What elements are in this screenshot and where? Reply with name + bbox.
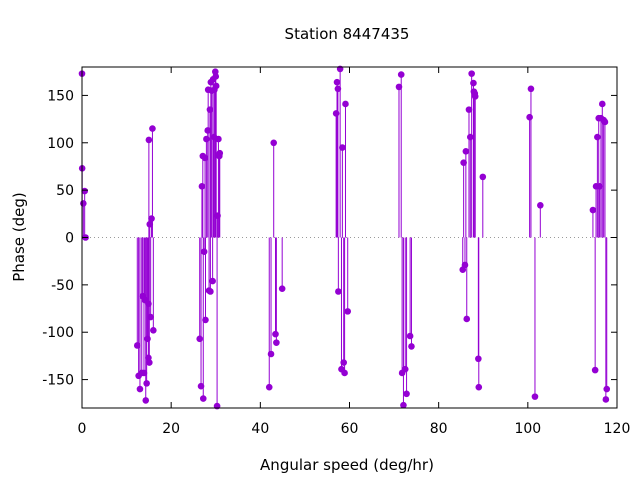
data-point	[400, 401, 407, 409]
data-point	[401, 365, 409, 373]
y-tick-label: -50	[51, 278, 74, 294]
data-point	[144, 335, 151, 343]
data-point	[527, 85, 535, 93]
data-point	[332, 110, 340, 117]
axis-ticks: 0 20 40 60 80 100 120 -150 -100 -50 0 50 100 150	[42, 67, 630, 437]
data-point	[339, 144, 346, 151]
data-point	[340, 359, 348, 366]
data-point	[136, 385, 144, 393]
y-axis-label: Phase (deg)	[10, 192, 28, 282]
data-point	[334, 85, 342, 93]
data-point	[333, 78, 341, 86]
data-point	[207, 288, 214, 295]
data-point	[344, 308, 352, 315]
x-axis-label: Angular speed (deg/hr)	[260, 456, 434, 474]
data-point	[397, 71, 405, 78]
data-point	[526, 113, 533, 121]
data-point	[601, 118, 609, 126]
x-tick-label: 60	[341, 421, 359, 437]
data-point	[594, 133, 601, 141]
data-point	[148, 215, 155, 222]
data-point	[342, 100, 349, 108]
chart-title: Station 8447435	[285, 25, 410, 43]
data-point	[470, 79, 477, 87]
data-point	[602, 396, 610, 403]
data-point	[206, 106, 214, 113]
data-point	[341, 369, 348, 377]
x-tick-label: 0	[78, 421, 87, 437]
data-point	[150, 327, 157, 334]
y-tick-label: -150	[42, 373, 74, 389]
data-point	[145, 300, 152, 308]
data-point	[200, 248, 208, 256]
x-tick-label: 20	[162, 421, 180, 437]
data-point	[196, 335, 203, 343]
data-point	[462, 148, 470, 155]
plot-area	[78, 65, 617, 410]
data-point	[142, 397, 150, 404]
data-point	[149, 125, 156, 132]
data-point	[216, 149, 224, 157]
data-point	[475, 383, 483, 391]
data-point	[408, 343, 415, 350]
x-tick-label: 40	[251, 421, 269, 437]
data-point	[212, 68, 219, 76]
data-point	[212, 73, 220, 80]
data-point	[479, 173, 487, 181]
data-point	[471, 93, 479, 100]
data-point	[270, 139, 278, 147]
data-point	[199, 395, 207, 402]
data-point	[272, 330, 279, 338]
data-point	[335, 288, 342, 295]
data-point	[460, 159, 467, 166]
y-tick-label: -100	[42, 325, 74, 341]
data-point	[463, 315, 471, 323]
x-tick-label: 100	[514, 421, 541, 437]
data-point	[591, 366, 599, 374]
data-point	[278, 285, 286, 292]
data-point	[537, 201, 544, 209]
data-point	[209, 277, 216, 285]
data-point	[403, 390, 410, 398]
data-point	[81, 187, 88, 195]
data-point	[465, 106, 473, 113]
data-point	[198, 183, 206, 190]
x-tick-label: 120	[604, 421, 631, 437]
y-tick-label: 100	[47, 136, 74, 152]
data-point	[531, 393, 539, 400]
data-point	[461, 261, 469, 269]
data-point	[197, 382, 205, 390]
x-tick-label: 80	[430, 421, 448, 437]
data-point	[395, 83, 403, 91]
data-point	[143, 380, 150, 387]
y-tick-label: 150	[47, 88, 74, 104]
data-point	[273, 339, 280, 346]
data-point	[589, 206, 597, 214]
y-tick-label: 50	[56, 183, 74, 199]
data-point	[202, 316, 209, 324]
data-point	[267, 350, 275, 358]
data-point	[603, 385, 611, 393]
data-point	[406, 332, 414, 340]
data-point	[468, 70, 475, 77]
data-point	[598, 100, 606, 108]
data-point	[212, 82, 220, 90]
y-tick-label: 0	[65, 231, 74, 247]
data-point	[145, 136, 153, 144]
data-point	[467, 133, 474, 141]
data-point	[147, 313, 154, 321]
data-point	[146, 359, 153, 366]
data-point	[215, 135, 222, 143]
data-point	[203, 135, 210, 143]
data-point	[265, 383, 273, 391]
data-point	[80, 200, 87, 207]
